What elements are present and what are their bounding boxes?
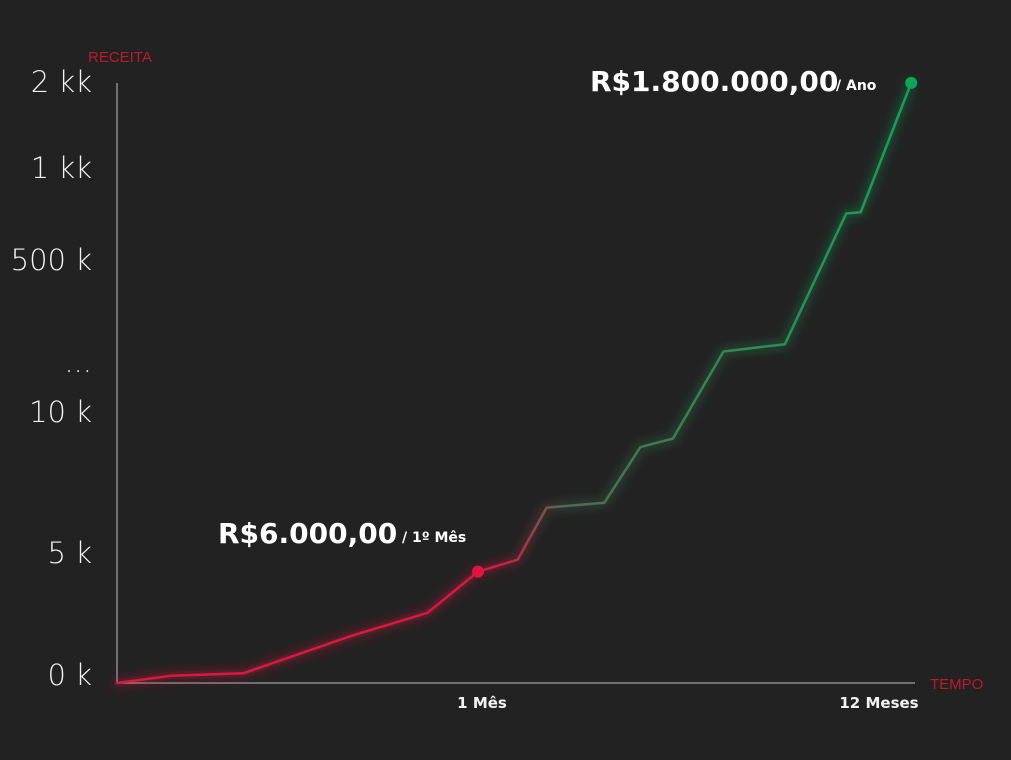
series-line xyxy=(115,81,913,685)
annotation-period: / Ano xyxy=(836,78,877,94)
y-tick-label: 5 k xyxy=(48,536,92,570)
x-tick-label: 12 Meses xyxy=(839,694,918,712)
annotation-period: / 1º Mês xyxy=(402,530,466,546)
y-axis-title: RECEITA xyxy=(88,49,152,66)
annotation-point xyxy=(905,76,918,89)
y-tick-label: 500 k xyxy=(11,243,92,277)
x-tick-labels: 1 Mês 12 Meses xyxy=(457,694,919,712)
annotation-value: R$1.800.000,00 xyxy=(590,65,838,98)
y-tick-label: 0 k xyxy=(48,658,92,692)
x-tick-label: 1 Mês xyxy=(457,694,507,712)
annotations: R$6.000,00 / 1º Mês R$1.800.000,00/ Ano xyxy=(218,65,918,578)
y-tick-label: 2 kk xyxy=(31,65,92,99)
y-tick-label: 1 kk xyxy=(31,151,92,185)
annotation-point xyxy=(472,565,484,578)
y-tick-labels: 0 k 5 k 10 k... 500 k 1 kk 2 kk xyxy=(11,65,92,692)
annotation-value: R$6.000,00 xyxy=(218,517,397,550)
series-line-glow xyxy=(112,78,916,688)
y-tick-label: ... xyxy=(64,345,92,379)
y-tick-label: 10 k xyxy=(29,395,92,429)
axes xyxy=(116,83,915,684)
x-axis-title: TEMPO xyxy=(930,676,983,693)
